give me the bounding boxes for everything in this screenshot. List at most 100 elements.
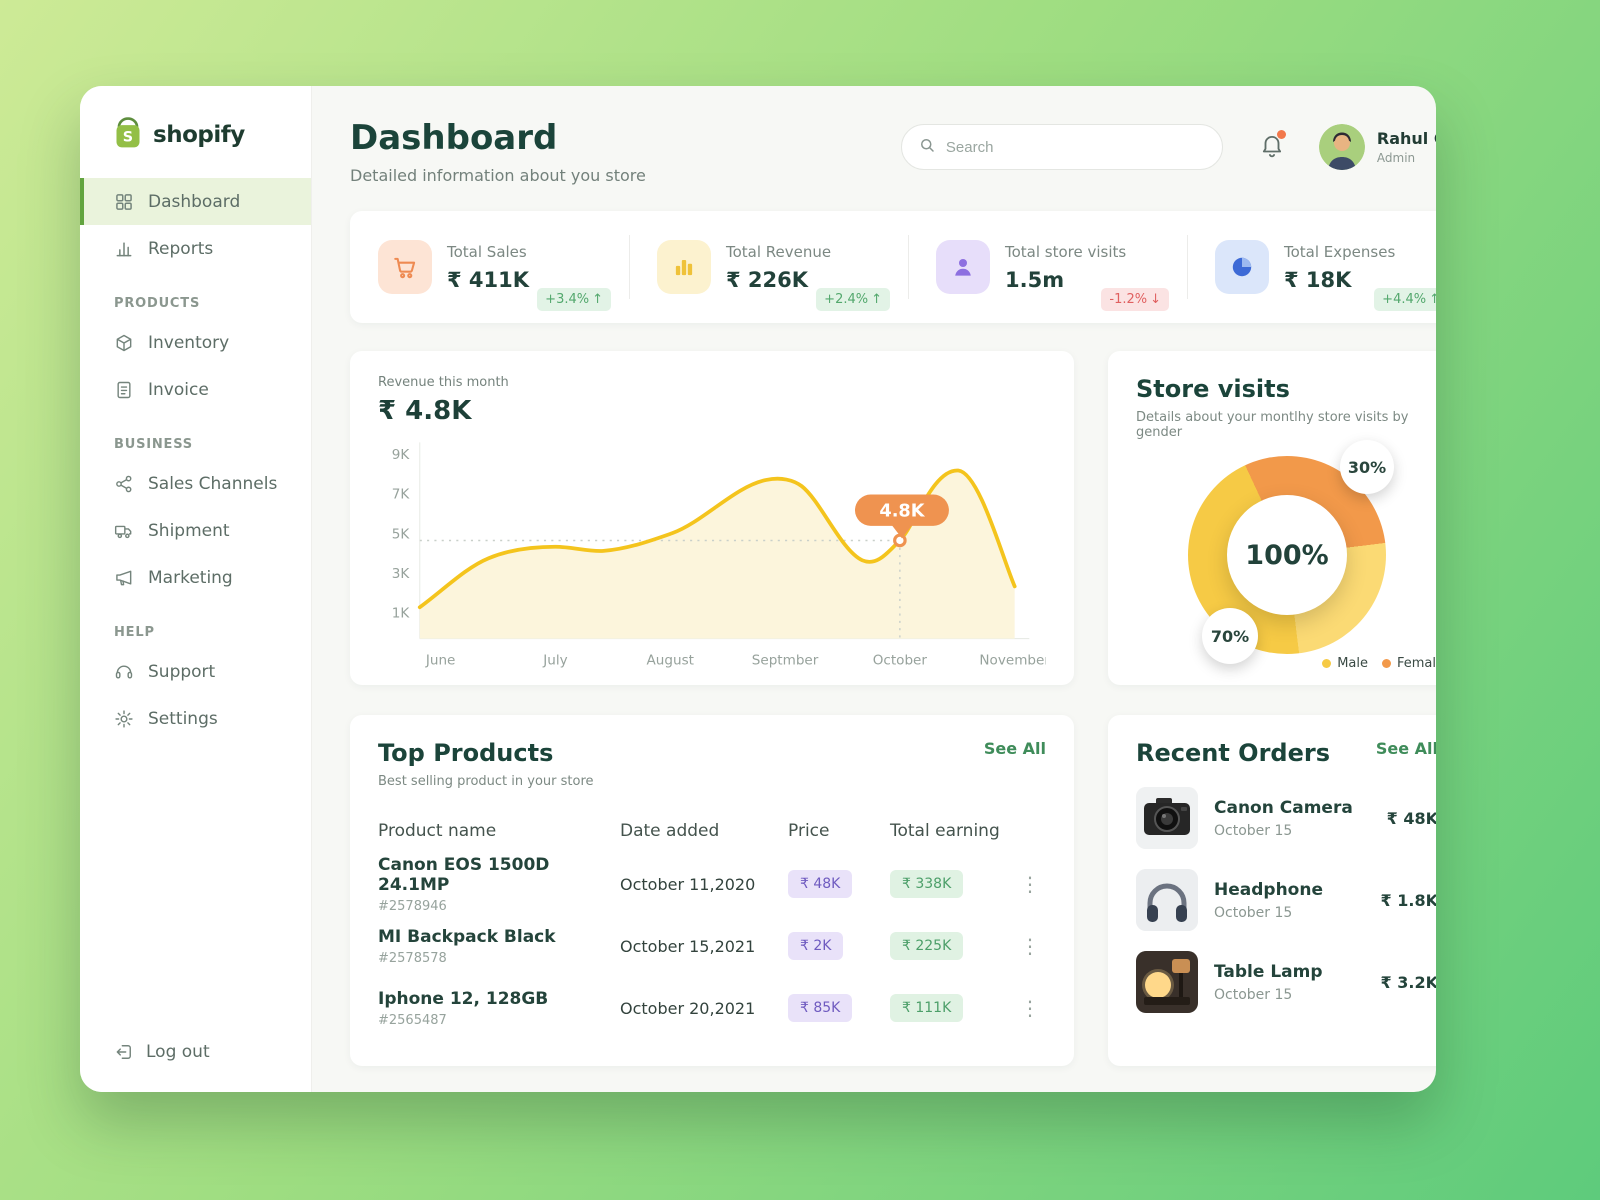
sidebar-item-settings[interactable]: Settings [80, 695, 311, 742]
bar-chart-icon [657, 240, 711, 294]
sidebar-nav: Dashboard Reports PRODUCTS Inventory In [80, 178, 311, 742]
earning-badge: ₹ 111K [890, 994, 964, 1022]
sidebar-item-inventory[interactable]: Inventory [80, 319, 311, 366]
chart-tooltip: 4.8K [854, 494, 949, 539]
order-name: Headphone [1214, 879, 1323, 900]
order-name: Canon Camera [1214, 797, 1353, 818]
stats-summary-card: Total Sales ₹ 411K +3.4% Total Revenue ₹… [350, 211, 1436, 323]
page-title: Dashboard [350, 118, 558, 158]
svg-text:November: November [979, 653, 1046, 669]
row-menu-button[interactable]: ⋮ [1020, 996, 1040, 1020]
brand-name: shopify [153, 122, 245, 148]
sidebar-item-sales-channels[interactable]: Sales Channels [80, 460, 311, 507]
sidebar-item-reports[interactable]: Reports [80, 225, 311, 272]
product-name: MI Backpack Black [378, 926, 556, 947]
recent-orders-card: Recent Orders See All Canon Camera Octob… [1108, 715, 1436, 1066]
legend-female: Female [1381, 656, 1436, 671]
product-sku: #2565487 [378, 1012, 447, 1028]
table-row[interactable]: Canon EOS 1500D 24.1MP #2578946 October … [378, 853, 1046, 915]
price-badge: ₹ 48K [788, 870, 853, 898]
sidebar-section-help: HELP [114, 625, 155, 640]
invoice-icon [114, 380, 134, 400]
notification-dot [1276, 130, 1286, 139]
stat-value: ₹ 226K [726, 267, 809, 292]
logout-button[interactable]: Log out [114, 1042, 210, 1062]
sidebar-item-marketing[interactable]: Marketing [80, 554, 311, 601]
revenue-value: ₹ 4.8K [378, 396, 472, 426]
product-name: Canon EOS 1500D 24.1MP [378, 854, 550, 895]
sidebar-item-label: Inventory [148, 332, 230, 353]
sidebar-item-shipment[interactable]: Shipment [80, 507, 311, 554]
donut-legend: Male Female [1322, 656, 1436, 671]
truck-icon [114, 521, 134, 541]
notification-bell[interactable] [1259, 130, 1286, 162]
stat-label: Total Expenses [1284, 242, 1396, 261]
female-percent-badge: 30% [1340, 440, 1394, 494]
stat-value: 1.5m [1005, 267, 1065, 292]
avatar [1318, 124, 1365, 170]
stat-delta-badge: +3.4% [537, 288, 611, 311]
camera-image [1136, 787, 1198, 849]
product-date: October 11,2020 [620, 874, 756, 894]
search-input[interactable] [945, 138, 1206, 156]
search-box[interactable] [900, 124, 1223, 170]
list-item[interactable]: Headphone October 15 ₹ 1.8K [1136, 869, 1436, 931]
order-price: ₹ 3.2K [1380, 972, 1436, 992]
price-badge: ₹ 85K [788, 994, 853, 1022]
sidebar-item-dashboard[interactable]: Dashboard [80, 178, 311, 225]
female-dot-icon [1381, 659, 1391, 668]
stat-delta-badge: +2.4% [816, 288, 890, 311]
top-products-card: Top Products Best selling product in you… [350, 715, 1074, 1066]
sidebar-item-label: Dashboard [148, 191, 241, 212]
main-content: Dashboard Detailed information about you… [312, 86, 1436, 1092]
headphone-image [1136, 869, 1198, 931]
row-menu-button[interactable]: ⋮ [1020, 872, 1040, 896]
store-visits-card: Store visits Details about your montlhy … [1108, 351, 1436, 685]
product-sku: #2578578 [378, 950, 447, 966]
sidebar-section-products: PRODUCTS [114, 296, 201, 311]
order-date: October 15 [1214, 986, 1293, 1003]
sidebar-item-invoice[interactable]: Invoice [80, 366, 311, 413]
cart-icon [378, 240, 432, 294]
svg-text:October: October [873, 653, 928, 669]
svg-text:4.8K: 4.8K [879, 501, 925, 521]
shopify-bag-icon: S [112, 116, 144, 154]
stat-label: Total Sales [447, 242, 527, 261]
row-menu-button[interactable]: ⋮ [1020, 934, 1040, 958]
male-dot-icon [1322, 659, 1332, 668]
revenue-chart-card: Revenue this month ₹ 4.8K 9K 7K 5K 3K 1K [350, 351, 1074, 685]
user-menu[interactable]: Rahul G Admin [1318, 124, 1436, 170]
list-item[interactable]: Table Lamp October 15 ₹ 3.2K [1136, 951, 1436, 1013]
sidebar-item-label: Support [148, 661, 216, 682]
topbar: Dashboard Detailed information about you… [350, 118, 1436, 185]
headset-icon [114, 662, 134, 682]
top-products-subtitle: Best selling product in your store [378, 774, 594, 789]
table-row[interactable]: Iphone 12, 128GB #2565487 October 20,202… [378, 977, 1046, 1039]
sidebar-item-label: Invoice [148, 379, 209, 400]
store-visits-title: Store visits [1136, 375, 1290, 403]
list-item[interactable]: Canon Camera October 15 ₹ 48K [1136, 787, 1436, 849]
products-table: Product name Date added Price Total earn… [378, 809, 1046, 1039]
top-products-title: Top Products [378, 739, 554, 767]
svg-text:1K: 1K [392, 606, 411, 622]
product-name: Iphone 12, 128GB [378, 988, 549, 1009]
donut-center-label: 100% [1227, 495, 1347, 615]
see-all-products-link[interactable]: See All [983, 739, 1046, 758]
order-price: ₹ 1.8K [1380, 890, 1436, 910]
stat-label: Total Revenue [726, 242, 832, 261]
box-icon [114, 333, 134, 353]
stat-value: ₹ 18K [1284, 267, 1352, 292]
sidebar-item-support[interactable]: Support [80, 648, 311, 695]
order-date: October 15 [1214, 904, 1293, 921]
see-all-orders-link[interactable]: See All [1375, 739, 1436, 758]
svg-text:Septmber: Septmber [752, 653, 819, 669]
earning-badge: ₹ 225K [890, 932, 964, 960]
logout-icon [114, 1042, 134, 1062]
grid-icon [114, 192, 134, 212]
recent-orders-title: Recent Orders [1136, 739, 1330, 767]
svg-text:July: July [542, 653, 567, 669]
sidebar-item-label: Reports [148, 238, 214, 259]
sidebar-item-label: Sales Channels [148, 473, 278, 494]
store-visits-subtitle: Details about your montlhy store visits … [1136, 410, 1409, 440]
table-row[interactable]: MI Backpack Black #2578578 October 15,20… [378, 915, 1046, 977]
